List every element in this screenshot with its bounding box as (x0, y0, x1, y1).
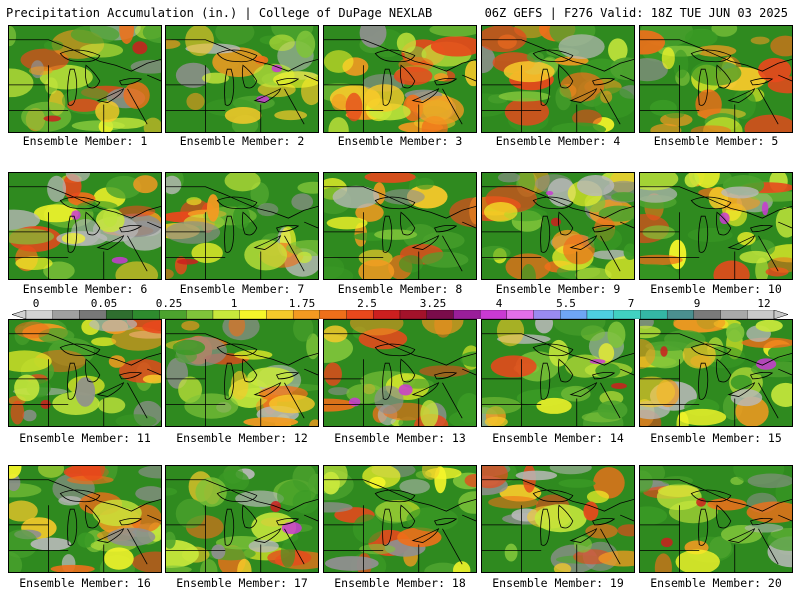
precip-colorbar: 0 0.05 0.25 1 1.75 2.5 3.25 4 5.5 7 9 12 (12, 297, 788, 321)
ensemble-caption-19: Ensemble Member: 19 (492, 576, 624, 590)
ensemble-map-7 (165, 172, 319, 280)
colorbar-label: 9 (693, 297, 701, 310)
ensemble-map-10 (639, 172, 793, 280)
colorbar-swatch (479, 310, 508, 319)
ensemble-map-16 (8, 465, 162, 573)
colorbar-swatch (52, 310, 80, 319)
ensemble-map-15 (639, 319, 793, 427)
header: Precipitation Accumulation (in.) | Colle… (0, 0, 800, 22)
colorbar-swatch (266, 310, 294, 319)
ensemble-caption-2: Ensemble Member: 2 (179, 134, 305, 148)
ensemble-caption-3: Ensemble Member: 3 (337, 134, 463, 148)
ensemble-caption-18: Ensemble Member: 18 (334, 576, 466, 590)
ensemble-map-5 (639, 25, 793, 133)
colorbar-swatch (613, 310, 641, 319)
ensemble-map-12 (165, 319, 319, 427)
ensemble-caption-16: Ensemble Member: 16 (19, 576, 151, 590)
colorbar-swatch (506, 310, 534, 319)
ensemble-map-13 (323, 319, 477, 427)
ensemble-caption-1: Ensemble Member: 1 (22, 134, 148, 148)
colorbar-swatch (292, 310, 321, 319)
ensemble-caption-9: Ensemble Member: 9 (495, 282, 621, 296)
colorbar-swatch (239, 310, 267, 319)
colorbar-swatch (105, 310, 133, 319)
ensemble-caption-4: Ensemble Member: 4 (495, 134, 621, 148)
ensemble-map-17 (165, 465, 319, 573)
colorbar-swatch (373, 310, 401, 319)
colorbar-swatch (159, 310, 187, 319)
colorbar-swatch (399, 310, 427, 319)
colorbar-swatch (533, 310, 561, 319)
colorbar-swatch (346, 310, 374, 319)
colorbar-label: 3.25 (419, 297, 447, 310)
ensemble-caption-15: Ensemble Member: 15 (650, 431, 782, 445)
colorbar-swatch (693, 310, 721, 319)
colorbar-swatch (319, 310, 347, 319)
valid-time: 06Z GEFS | F276 Valid: 18Z TUE JUN 03 20… (484, 6, 788, 20)
colorbar-swatch (79, 310, 107, 319)
ensemble-map-2 (165, 25, 319, 133)
colorbar-label: 5.5 (556, 297, 576, 310)
ensemble-caption-10: Ensemble Member: 10 (650, 282, 782, 296)
colorbar-track (12, 310, 788, 319)
ensemble-caption-20: Ensemble Member: 20 (650, 576, 782, 590)
ensemble-caption-6: Ensemble Member: 6 (22, 282, 148, 296)
colorbar-swatch (453, 310, 481, 319)
ensemble-map-19 (481, 465, 635, 573)
colorbar-swatch (666, 310, 695, 319)
colorbar-label: 12 (757, 297, 771, 310)
colorbar-label: 1 (230, 297, 238, 310)
ensemble-caption-12: Ensemble Member: 12 (176, 431, 308, 445)
ensemble-caption-17: Ensemble Member: 17 (176, 576, 308, 590)
colorbar-swatch (25, 310, 53, 319)
ensemble-map-9 (481, 172, 635, 280)
ensemble-map-11 (8, 319, 162, 427)
ensemble-map-4 (481, 25, 635, 133)
colorbar-swatch (747, 310, 775, 319)
ensemble-caption-7: Ensemble Member: 7 (179, 282, 305, 296)
ensemble-caption-8: Ensemble Member: 8 (337, 282, 463, 296)
colorbar-label: 7 (627, 297, 635, 310)
ensemble-caption-13: Ensemble Member: 13 (334, 431, 466, 445)
ensemble-map-18 (323, 465, 477, 573)
colorbar-swatch (426, 310, 454, 319)
colorbar-swatch (640, 310, 668, 319)
colorbar-swatch (560, 310, 588, 319)
colorbar-swatch (720, 310, 748, 319)
ensemble-caption-5: Ensemble Member: 5 (653, 134, 779, 148)
ensemble-caption-14: Ensemble Member: 14 (492, 431, 624, 445)
colorbar-swatch (586, 310, 614, 319)
colorbar-label: 2.5 (357, 297, 377, 310)
colorbar-left-arrow (12, 310, 27, 319)
ensemble-map-8 (323, 172, 477, 280)
colorbar-label: 0.05 (90, 297, 118, 310)
ensemble-map-14 (481, 319, 635, 427)
ensemble-map-6 (8, 172, 162, 280)
colorbar-right-arrow (773, 310, 788, 319)
ensemble-caption-11: Ensemble Member: 11 (19, 431, 151, 445)
colorbar-swatch (132, 310, 160, 319)
ensemble-map-20 (639, 465, 793, 573)
colorbar-label: 4 (495, 297, 503, 310)
ensemble-map-1 (8, 25, 162, 133)
page-title: Precipitation Accumulation (in.) | Colle… (6, 6, 433, 20)
ensemble-map-3 (323, 25, 477, 133)
colorbar-label: 0.25 (155, 297, 183, 310)
colorbar-label: 0 (32, 297, 40, 310)
colorbar-swatch (186, 310, 214, 319)
colorbar-swatch (212, 310, 240, 319)
colorbar-label: 1.75 (288, 297, 316, 310)
